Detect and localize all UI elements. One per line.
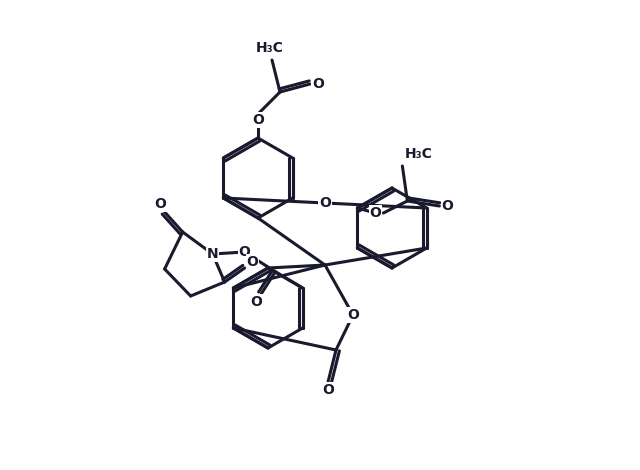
Text: O: O <box>239 245 251 259</box>
Text: O: O <box>246 255 259 269</box>
Text: O: O <box>155 197 166 211</box>
Text: O: O <box>322 383 334 397</box>
Text: O: O <box>312 77 324 91</box>
Text: O: O <box>369 206 381 220</box>
Text: O: O <box>319 196 331 210</box>
Text: N: N <box>207 247 218 261</box>
Text: O: O <box>251 295 262 309</box>
Text: H₃C: H₃C <box>256 41 284 55</box>
Text: H₃C: H₃C <box>404 147 432 161</box>
Text: O: O <box>442 199 453 213</box>
Text: O: O <box>347 308 359 322</box>
Text: O: O <box>252 113 264 127</box>
